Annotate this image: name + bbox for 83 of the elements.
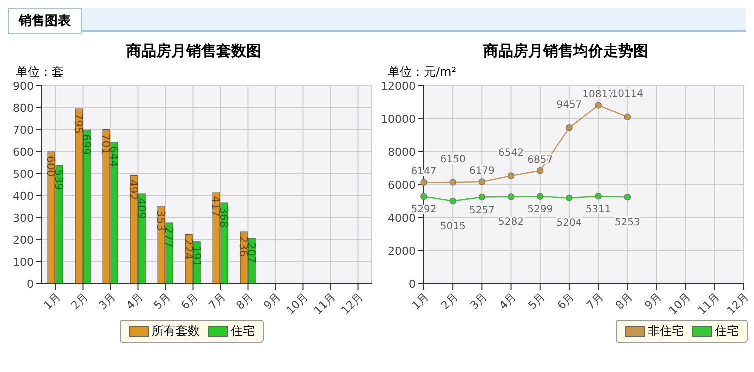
point xyxy=(450,179,456,186)
y-tick-label: 100 xyxy=(13,256,34,269)
data-label: 10817 xyxy=(582,90,614,101)
point xyxy=(595,192,602,200)
y-tick-label: 12000 xyxy=(381,80,416,93)
x-tick-label: 7月 xyxy=(206,290,228,312)
y-tick-label: 4000 xyxy=(388,212,416,225)
y-tick-label: 6000 xyxy=(388,178,416,192)
y-tick-label: 0 xyxy=(409,278,416,291)
y-tick-label: 700 xyxy=(13,124,34,137)
data-label: 409 xyxy=(135,198,148,220)
point xyxy=(536,193,544,200)
x-tick-label: 6月 xyxy=(178,290,201,312)
legend-label: 住宅 xyxy=(230,323,255,340)
y-tick-label: 900 xyxy=(13,80,34,93)
data-label: 6542 xyxy=(498,148,524,160)
x-tick-label: 9月 xyxy=(642,290,664,312)
legend-label: 非住宅 xyxy=(647,323,684,340)
x-tick-label: 10月 xyxy=(666,290,694,318)
point xyxy=(624,194,632,201)
point xyxy=(420,193,428,200)
chart-title: 商品房月销售均价走势图 xyxy=(482,41,650,62)
data-label: 5204 xyxy=(556,218,582,230)
point xyxy=(595,102,602,109)
point xyxy=(450,198,456,205)
x-tick-label: 12月 xyxy=(339,290,366,318)
data-label: 5253 xyxy=(614,217,640,228)
x-tick-label: 1月 xyxy=(410,290,432,312)
x-tick-label: 5月 xyxy=(151,290,174,312)
y-tick-label: 10000 xyxy=(381,112,416,126)
data-label: 9457 xyxy=(556,100,582,111)
point xyxy=(508,193,515,200)
x-tick-label: 4月 xyxy=(496,290,519,312)
y-tick-label: 600 xyxy=(13,146,34,159)
x-tick-label: 11月 xyxy=(312,290,338,318)
x-tick-label: 2月 xyxy=(68,290,91,312)
x-tick-label: 3月 xyxy=(96,290,118,312)
data-label: 6150 xyxy=(440,154,466,166)
data-label: 10114 xyxy=(612,89,644,100)
y-tick-label: 800 xyxy=(13,102,34,115)
y-tick-label: 8000 xyxy=(388,146,416,159)
data-label: 492 xyxy=(127,180,140,201)
point xyxy=(478,178,486,186)
x-tick-label: 10月 xyxy=(284,290,311,318)
point xyxy=(420,179,428,186)
point xyxy=(566,124,573,132)
x-tick-label: 8月 xyxy=(613,290,636,312)
x-tick-label: 8月 xyxy=(234,290,256,312)
x-tick-label: 2月 xyxy=(438,290,461,312)
point xyxy=(478,194,486,201)
point xyxy=(566,194,573,202)
data-label: 795 xyxy=(72,113,86,134)
y-tick-label: 2000 xyxy=(388,244,416,258)
y-axis-title: 单位：元/m² xyxy=(388,64,458,80)
data-label: 5015 xyxy=(440,221,466,232)
x-tick-label: 4月 xyxy=(124,290,146,312)
x-tick-label: 7月 xyxy=(584,290,606,312)
point xyxy=(508,172,515,180)
x-tick-label: 12月 xyxy=(724,290,752,318)
point xyxy=(624,114,632,121)
x-tick-label: 6月 xyxy=(555,290,578,312)
y-axis-title: 单位：套 xyxy=(16,64,65,80)
y-tick-label: 500 xyxy=(13,168,34,181)
y-tick-label: 400 xyxy=(13,190,34,203)
x-tick-label: 11月 xyxy=(696,290,723,318)
y-tick-label: 200 xyxy=(13,234,34,247)
data-label: 5299 xyxy=(528,204,554,216)
x-tick-label: 5月 xyxy=(526,290,548,312)
data-label: 5257 xyxy=(469,205,495,216)
data-label: 5282 xyxy=(498,216,524,228)
data-label: 5311 xyxy=(586,204,612,216)
data-label: 699 xyxy=(80,134,94,156)
x-tick-label: 3月 xyxy=(468,290,490,312)
x-tick-label: 1月 xyxy=(41,290,64,312)
data-label: 6179 xyxy=(469,166,495,178)
legend-label: 所有套数 xyxy=(151,323,200,340)
y-tick-label: 0 xyxy=(27,278,34,291)
point xyxy=(536,167,544,174)
text: 销售图表 xyxy=(8,8,82,34)
legend-label: 住宅 xyxy=(714,323,739,340)
x-tick-label: 9月 xyxy=(261,290,284,312)
chart-title: 商品房月销售套数图 xyxy=(126,41,262,62)
y-tick-label: 300 xyxy=(13,212,34,225)
